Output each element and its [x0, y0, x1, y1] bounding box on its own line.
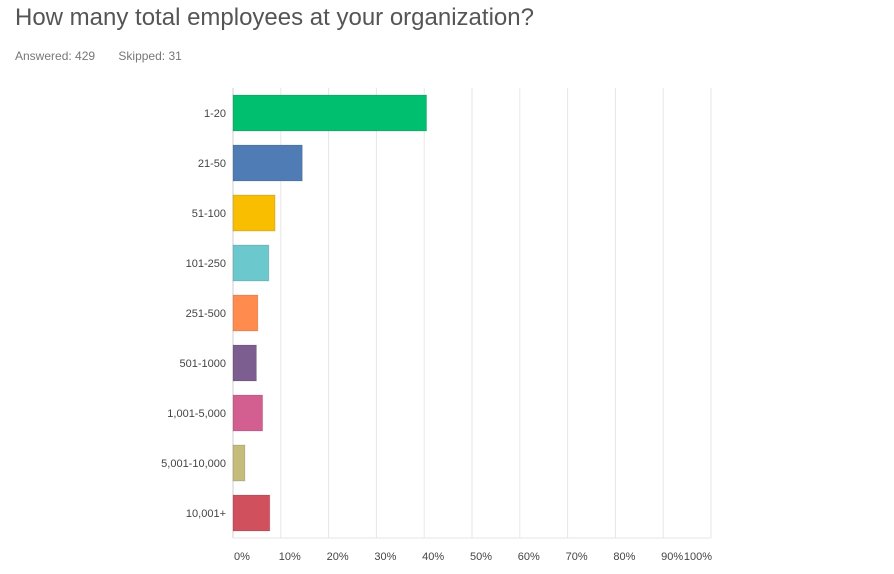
bar [232, 394, 264, 432]
x-tick-label: 100% [684, 551, 712, 563]
answered-count: Answered: 429 [15, 49, 96, 63]
category-label: 1,001-5,000 [167, 408, 226, 420]
x-tick-label: 20% [327, 551, 349, 563]
x-tick-label: 70% [566, 551, 588, 563]
category-label: 251-500 [186, 308, 226, 320]
x-tick-label: 90% [661, 551, 683, 563]
bar [232, 344, 257, 382]
response-stats: Answered: 429 Skipped: 31 [15, 49, 202, 63]
bar [232, 294, 259, 332]
x-tick-label: 0% [234, 551, 250, 563]
skipped-count: Skipped: 31 [118, 49, 182, 63]
bar [232, 444, 246, 482]
category-label: 1-20 [204, 108, 226, 120]
x-tick-label: 50% [470, 551, 492, 563]
category-label: 10,001+ [186, 508, 226, 520]
category-label: 5,001-10,000 [161, 458, 226, 470]
category-label: 21-50 [198, 158, 226, 170]
question-title: How many total employees at your organiz… [15, 4, 534, 31]
bar [232, 94, 428, 132]
category-label: 501-1000 [180, 358, 227, 370]
category-label: 51-100 [192, 208, 226, 220]
bar [232, 494, 271, 532]
bar [232, 194, 276, 232]
x-tick-label: 30% [374, 551, 396, 563]
category-label: 101-250 [186, 258, 226, 270]
x-tick-label: 40% [422, 551, 444, 563]
bar [232, 244, 270, 282]
x-tick-label: 10% [279, 551, 301, 563]
bar [232, 144, 303, 182]
x-tick-label: 60% [518, 551, 540, 563]
x-tick-label: 80% [613, 551, 635, 563]
